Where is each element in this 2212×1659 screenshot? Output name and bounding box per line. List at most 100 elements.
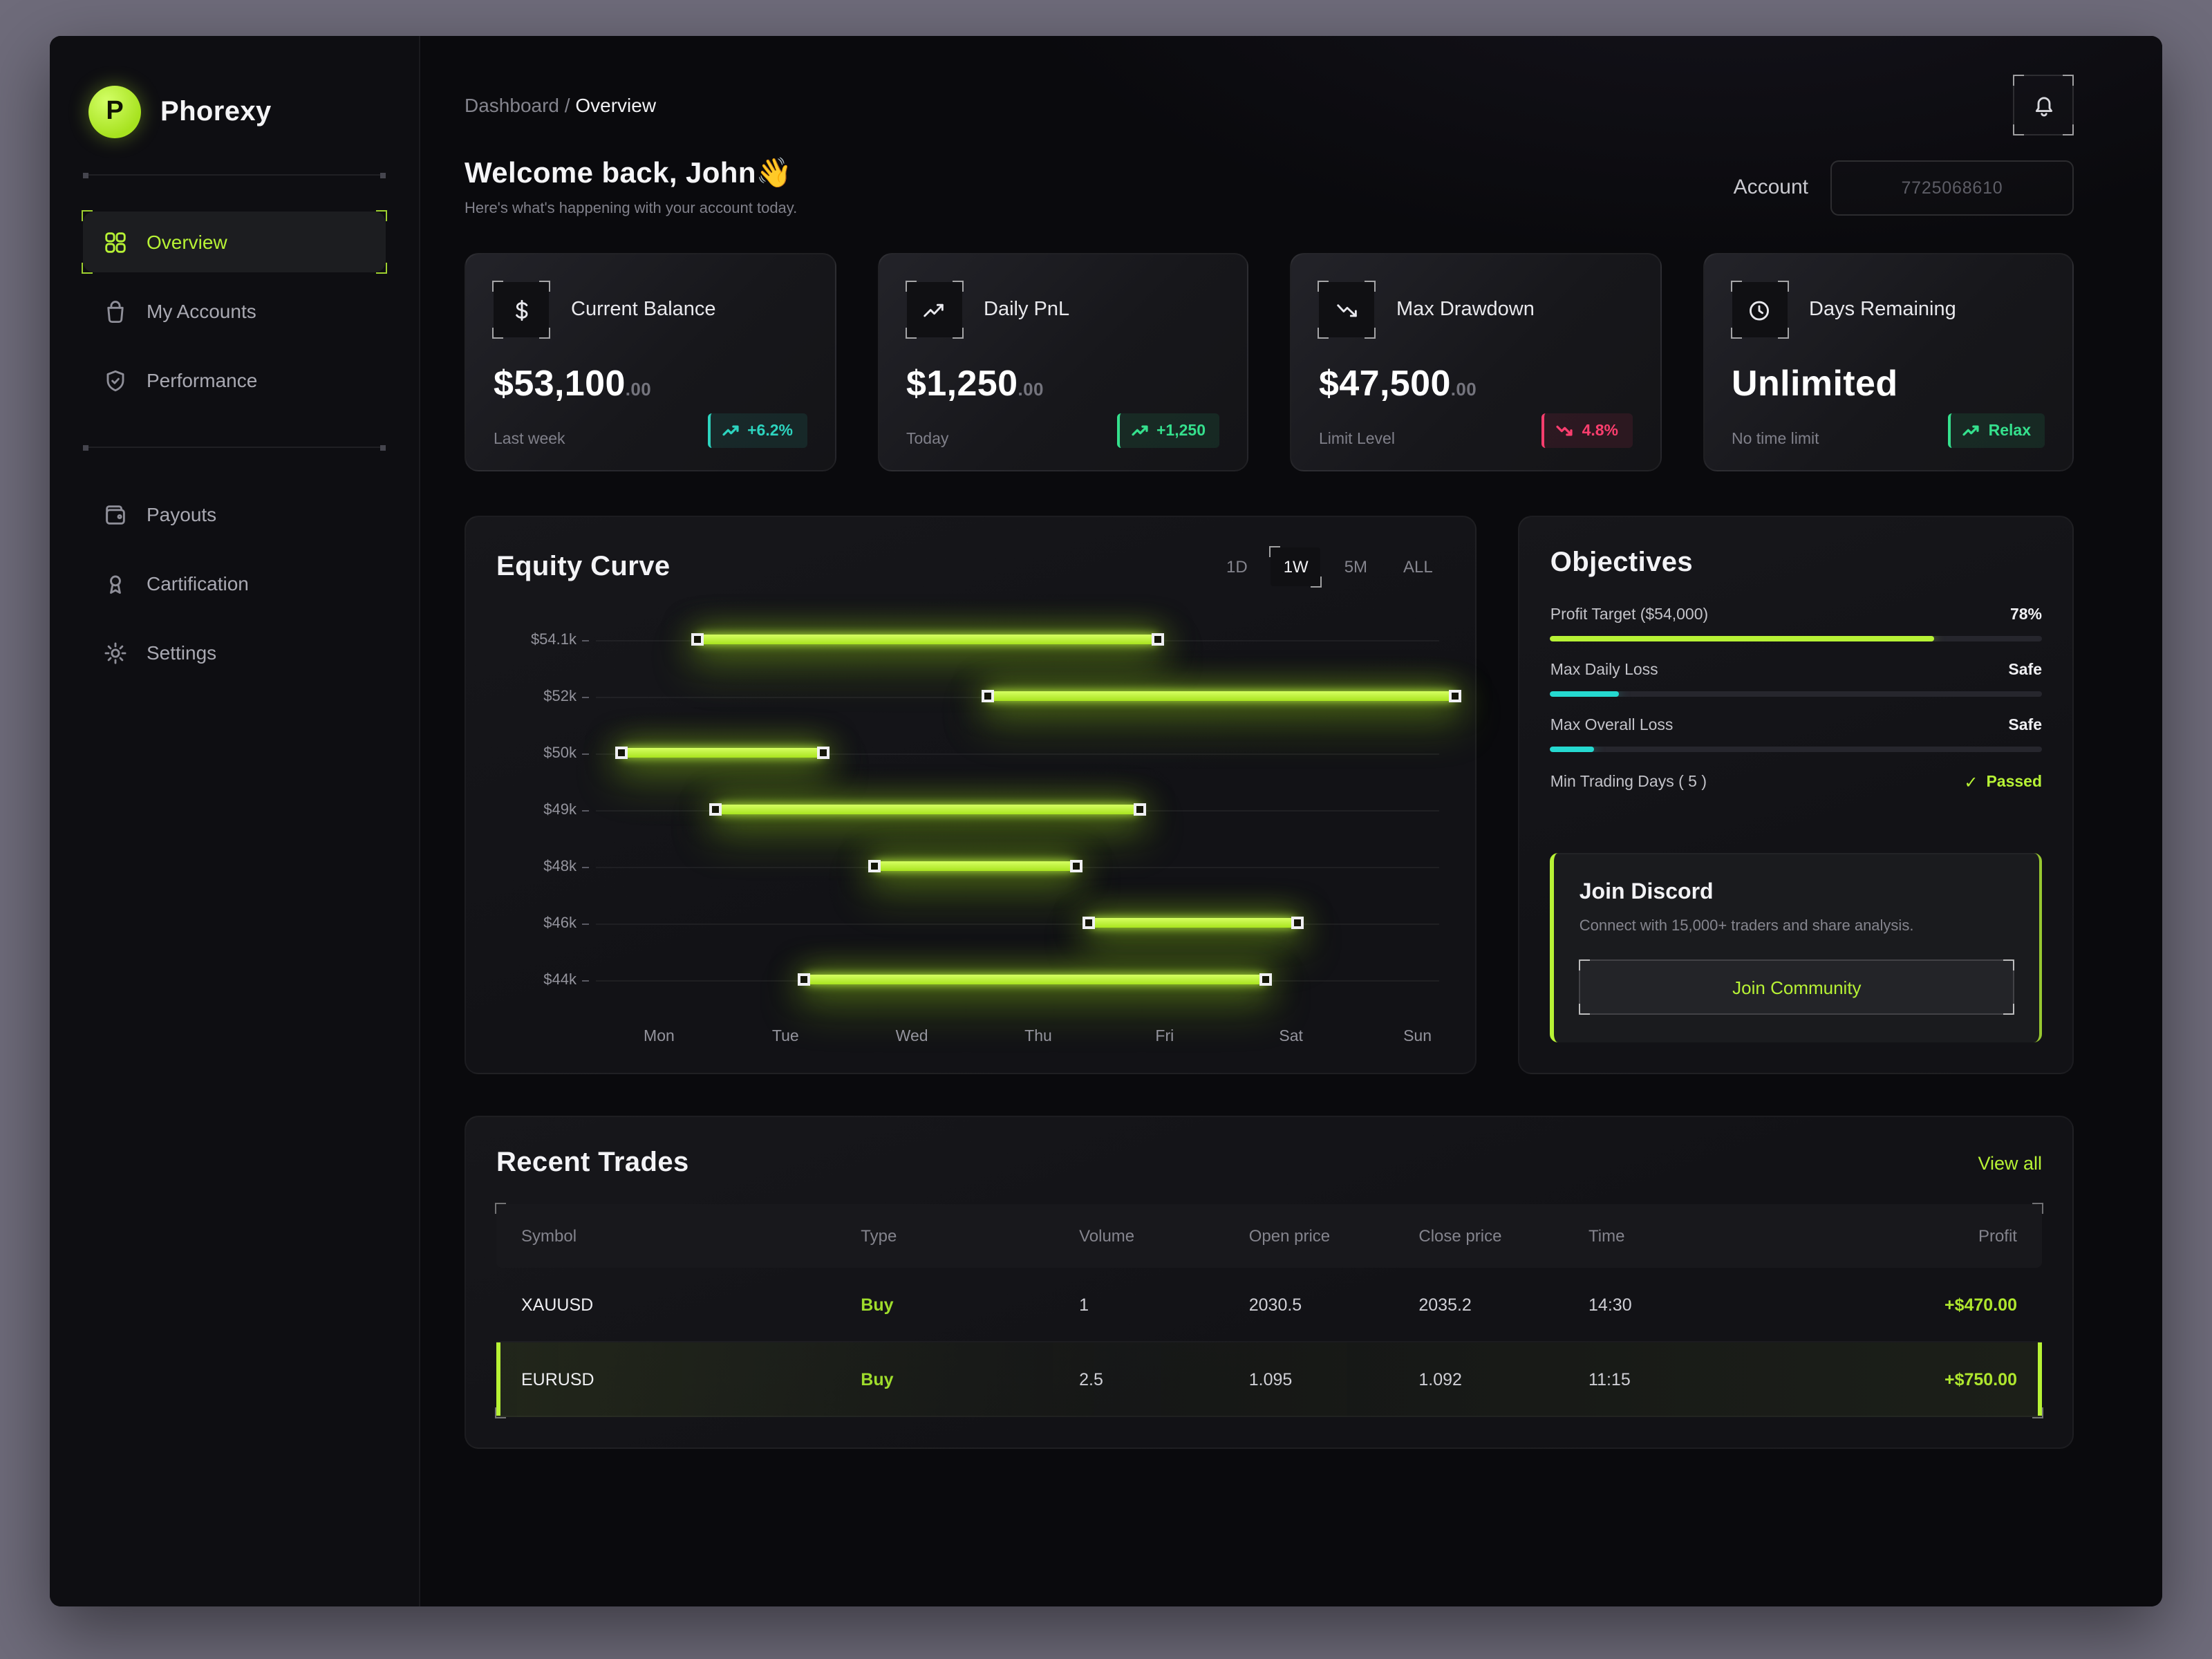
- discord-card: Join Discord Connect with 15,000+ trader…: [1550, 853, 2042, 1042]
- wallet-icon: [102, 501, 129, 527]
- x-axis-label: Mon: [644, 1029, 675, 1045]
- breadcrumb-current: Overview: [575, 94, 657, 116]
- stat-badge: +1,250: [1116, 413, 1219, 448]
- trades-table-body: XAUUSD Buy 1 2030.5 2035.2 14:30 +$470.00 EURUS…: [496, 1268, 2042, 1417]
- equity-bar[interactable]: [715, 805, 1140, 814]
- trade-row-eurusd[interactable]: EURUSD Buy 2.5 1.095 1.092 11:15 +$750.00: [496, 1342, 2042, 1417]
- objective-progress-track: [1550, 636, 2042, 641]
- range-button-1w[interactable]: 1W: [1269, 546, 1322, 588]
- sidebar-item-my-accounts[interactable]: My Accounts: [83, 281, 386, 341]
- column-header-open-price[interactable]: Open price: [1248, 1226, 1331, 1246]
- y-axis-label: $52k: [543, 688, 577, 704]
- sidebar-item-overview[interactable]: Overview: [82, 210, 387, 274]
- y-axis-tick: [582, 696, 589, 697]
- breadcrumb-parent[interactable]: Dashboard: [465, 94, 559, 116]
- pnl-icon: [921, 297, 947, 323]
- column-header-close-price[interactable]: Close price: [1418, 1226, 1502, 1246]
- x-axis-label: Fri: [1155, 1029, 1174, 1045]
- equity-curve-panel: Equity Curve 1D 1W 5M ALL $54.1k $52k $50k $49…: [465, 516, 1477, 1074]
- account-selector: Account 7725068610: [1734, 160, 2074, 215]
- equity-title: Equity Curve: [496, 551, 671, 581]
- breadcrumb: Dashboard / Overview: [465, 75, 656, 116]
- trade-cell: 2.5: [1079, 1369, 1103, 1389]
- logo: P: [88, 86, 141, 138]
- equity-bar[interactable]: [874, 861, 1076, 871]
- logo-row: P Phorexy: [83, 86, 386, 138]
- equity-bar[interactable]: [697, 635, 1159, 644]
- brand-name: Phorexy: [160, 96, 272, 126]
- bar-endpoint: [868, 860, 881, 872]
- objectives-panel: Objectives Profit Target ($54,000) 78% Max…: [1518, 516, 2074, 1074]
- objective-progress-track: [1550, 691, 2042, 697]
- wave-emoji: 👋: [756, 158, 793, 189]
- equity-bar[interactable]: [621, 748, 824, 758]
- view-all-link[interactable]: View all: [1978, 1153, 2042, 1174]
- trades-header: Recent Trades View all: [496, 1147, 2042, 1179]
- trade-cell: Buy: [861, 1369, 894, 1389]
- x-axis-label: Sat: [1279, 1029, 1303, 1045]
- sidebar-item-label: Cartification: [147, 572, 249, 594]
- sidebar-item-label: Performance: [147, 369, 258, 391]
- trade-cell: XAUUSD: [521, 1295, 594, 1314]
- stat-card-title: Days Remaining: [1809, 299, 1956, 321]
- objective-value: 78%: [2009, 607, 2042, 624]
- sidebar-item-cartification[interactable]: Cartification: [83, 553, 386, 614]
- trade-cell: 1.095: [1248, 1369, 1293, 1389]
- column-header-time[interactable]: Time: [1588, 1226, 1625, 1246]
- objective-progress-fill: [1550, 747, 1595, 752]
- gridline: [596, 753, 1440, 754]
- stat-card-header: Max Drawdown: [1318, 281, 1632, 339]
- equity-bar[interactable]: [1089, 918, 1297, 928]
- recent-trades-panel: Recent Trades View all Symbol Type Volume O…: [465, 1116, 2074, 1449]
- logo-letter: P: [106, 97, 124, 126]
- bar-endpoint: [817, 747, 830, 759]
- range-switcher: 1D 1W 5M ALL: [1214, 546, 1445, 588]
- sidebar-item-settings[interactable]: Settings: [83, 622, 386, 683]
- trade-cell: +$470.00: [1944, 1295, 2017, 1314]
- grid-icon: [102, 229, 129, 255]
- column-header-symbol[interactable]: Symbol: [521, 1226, 577, 1246]
- column-header-type[interactable]: Type: [861, 1226, 897, 1246]
- range-button-1d[interactable]: 1D: [1226, 557, 1248, 577]
- stat-card-value: Unlimited: [1732, 362, 1898, 404]
- trade-row-xauusd[interactable]: XAUUSD Buy 1 2030.5 2035.2 14:30 +$470.00: [496, 1268, 2042, 1342]
- equity-bar[interactable]: [987, 691, 1456, 701]
- stat-card-footer: No time limit Relax: [1732, 413, 2045, 448]
- discord-title: Join Discord: [1579, 881, 1714, 904]
- trade-cell: 2030.5: [1248, 1295, 1302, 1314]
- bar-endpoint: [1291, 917, 1304, 929]
- column-header-profit[interactable]: Profit: [1978, 1226, 2017, 1246]
- dollar-icon: [508, 297, 534, 323]
- equity-bar[interactable]: [804, 975, 1266, 984]
- join-community-button[interactable]: Join Community: [1579, 959, 2014, 1015]
- nav-group-0: Overview My Accounts Performance: [82, 210, 387, 411]
- stat-card-subtext: Limit Level: [1319, 431, 1395, 448]
- stat-badge: Relax: [1948, 413, 2045, 448]
- trade-cell: 11:15: [1588, 1369, 1631, 1389]
- welcome-subtitle: Here's what's happening with your accoun…: [465, 200, 798, 217]
- column-header-volume[interactable]: Volume: [1079, 1226, 1135, 1246]
- stat-icon-frame: [905, 281, 963, 339]
- trend-down-icon: [1556, 422, 1574, 440]
- notifications-button[interactable]: [2013, 75, 2074, 135]
- y-axis-tick: [582, 866, 589, 868]
- shield-icon: [102, 367, 129, 393]
- discord-description: Connect with 15,000+ traders and share a…: [1579, 918, 1914, 935]
- objective-label: Max Daily Loss: [1550, 662, 1658, 679]
- trade-cell: 14:30: [1588, 1295, 1632, 1314]
- stat-card-header: Days Remaining: [1730, 281, 2045, 339]
- stat-card-value: $53,100.00: [494, 362, 652, 404]
- sidebar-item-performance[interactable]: Performance: [83, 350, 386, 411]
- range-button-all[interactable]: ALL: [1403, 557, 1433, 577]
- nav-group-1: Payouts Cartification Settings: [83, 484, 386, 683]
- account-number-select[interactable]: 7725068610: [1830, 160, 2074, 215]
- range-button-5m[interactable]: 5M: [1344, 557, 1368, 577]
- sidebar-item-payouts[interactable]: Payouts: [83, 484, 386, 545]
- welcome-block: Welcome back, John👋 Here's what's happen…: [465, 158, 797, 217]
- bar-endpoint: [1069, 860, 1082, 872]
- y-axis-tick: [582, 639, 589, 641]
- stat-icon-frame: [1318, 281, 1376, 339]
- bar-endpoint: [615, 747, 628, 759]
- objective-row: Max Daily Loss Safe: [1550, 662, 2042, 679]
